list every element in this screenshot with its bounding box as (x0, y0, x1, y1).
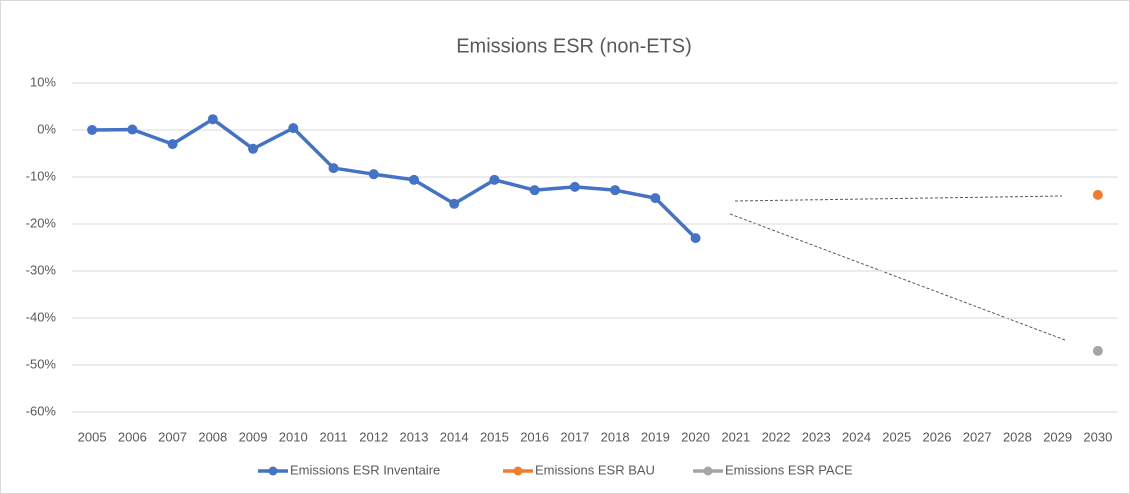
x-tick-label: 2017 (560, 429, 589, 444)
legend-label: Emissions ESR BAU (535, 462, 655, 477)
trend-line (734, 195, 1063, 202)
x-tick-label: 2012 (359, 429, 388, 444)
point (167, 139, 178, 150)
x-tick-label: 2014 (440, 429, 469, 444)
x-tick-label: 2019 (641, 429, 670, 444)
x-tick-label: 2008 (198, 429, 227, 444)
y-tick-label: 0% (37, 121, 56, 136)
point (1092, 345, 1103, 356)
point (529, 185, 540, 196)
y-tick-label: -50% (26, 356, 57, 371)
legend-marker (703, 466, 713, 476)
point (207, 114, 218, 125)
y-tick-label: 10% (30, 74, 56, 89)
x-tick-label: 2020 (681, 429, 710, 444)
point (368, 169, 379, 180)
x-tick-label: 2005 (78, 429, 107, 444)
point (1092, 189, 1103, 200)
x-tick-label: 2030 (1083, 429, 1112, 444)
y-tick-label: -10% (26, 168, 57, 183)
point (650, 193, 661, 204)
point (328, 163, 339, 174)
point (690, 233, 701, 244)
point (489, 174, 500, 185)
x-tick-label: 2024 (842, 429, 871, 444)
x-tick-label: 2025 (882, 429, 911, 444)
y-tick-label: -60% (26, 403, 57, 418)
point (87, 125, 98, 135)
point (449, 198, 460, 209)
y-tick-label: -40% (26, 309, 57, 324)
point (288, 123, 299, 134)
x-tick-label: 2028 (1003, 429, 1032, 444)
x-tick-label: 2023 (802, 429, 831, 444)
x-tick-label: 2007 (158, 429, 187, 444)
point (569, 181, 580, 192)
x-tick-label: 2029 (1043, 429, 1072, 444)
legend-label: Emissions ESR PACE (725, 462, 853, 477)
x-tick-label: 2011 (320, 429, 348, 444)
legend-marker (268, 466, 278, 476)
x-tick-label: 2018 (601, 429, 630, 444)
x-tick-label: 2010 (279, 429, 308, 444)
x-tick-label: 2009 (239, 429, 268, 444)
x-tick-label: 2015 (480, 429, 509, 444)
line (92, 117, 697, 240)
x-tick-label: 2021 (721, 429, 750, 444)
point (408, 174, 419, 185)
x-tick-label: 2016 (520, 429, 549, 444)
point (610, 185, 621, 196)
legend-marker (513, 466, 523, 476)
x-tick-label: 2022 (762, 429, 791, 444)
x-tick-label: 2027 (963, 429, 992, 444)
x-tick-label: 2013 (400, 429, 429, 444)
chart-title: Emissions ESR (non-ETS) (456, 35, 692, 57)
x-tick-label: 2006 (118, 429, 147, 444)
legend-label: Emissions ESR Inventaire (290, 462, 440, 477)
x-tick-label: 2026 (923, 429, 952, 444)
point (248, 143, 259, 154)
y-tick-label: -30% (26, 262, 57, 277)
y-tick-label: -20% (26, 215, 57, 230)
point (127, 124, 138, 135)
